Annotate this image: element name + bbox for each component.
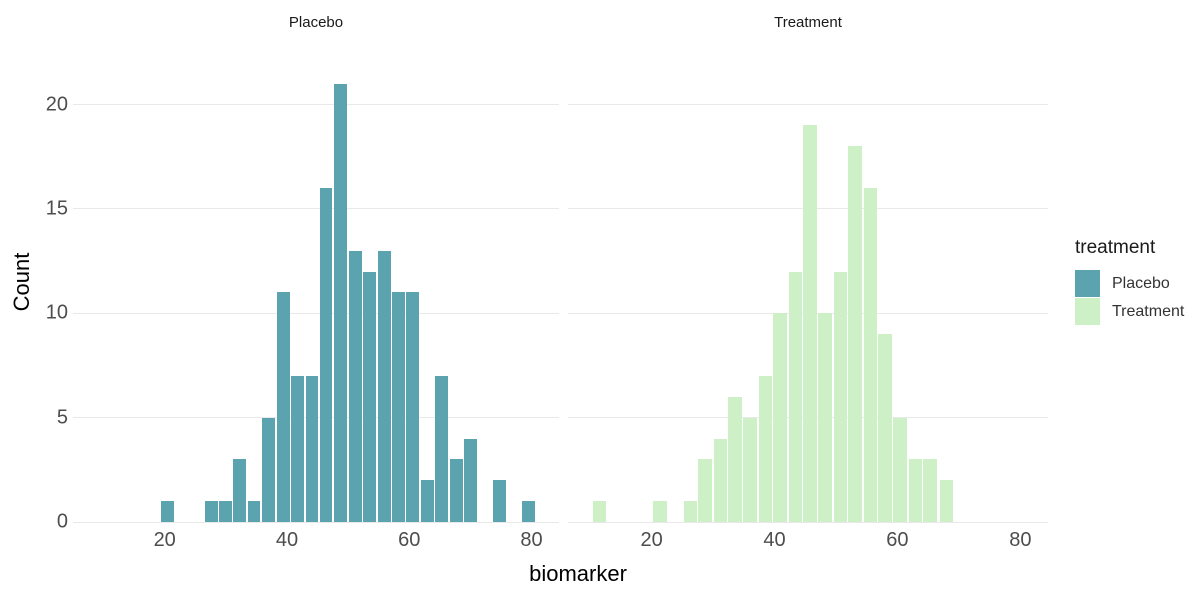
histogram-bar: [939, 480, 954, 522]
legend-key-placebo: Placebo: [1075, 270, 1184, 297]
histogram-bar: [592, 501, 607, 522]
histogram-bar: [923, 459, 937, 522]
histogram-bar: [463, 438, 477, 522]
legend: treatment Placebo Treatment: [1075, 237, 1184, 326]
x-tick-label: 40: [763, 529, 786, 551]
gridline-y-0: [568, 521, 1048, 523]
histogram-bar: [493, 480, 507, 522]
x-tick-label: 20: [640, 529, 663, 551]
histogram-bar: [218, 501, 232, 522]
histogram-bar: [262, 417, 276, 522]
histogram-bar: [863, 188, 878, 522]
histogram-bar: [788, 271, 803, 522]
histogram-bar: [878, 334, 892, 522]
histogram-bar: [833, 271, 847, 522]
x-axis-title: biomarker: [529, 561, 627, 586]
x-tick-label: 80: [520, 529, 543, 551]
y-tick-label: 10: [45, 301, 68, 324]
histogram-bar: [377, 250, 391, 522]
histogram-bar: [161, 501, 175, 522]
histogram-bar: [204, 501, 218, 522]
y-tick-label: 20: [45, 93, 68, 116]
gridline-y-20: [568, 104, 1048, 106]
facet-strip-treatment: Treatment: [774, 14, 842, 31]
x-tick-label: 80: [1009, 529, 1032, 551]
histogram-bar: [247, 501, 261, 522]
legend-swatch-treatment-icon: [1075, 298, 1100, 325]
x-tick-label: 60: [886, 529, 909, 551]
y-tick-label: 5: [56, 406, 68, 429]
y-tick-label: 15: [45, 197, 68, 220]
histogram-bar: [406, 292, 420, 522]
histogram-bar: [290, 375, 304, 522]
histogram-bar: [653, 501, 667, 522]
histogram-bar: [713, 438, 728, 522]
gridline-y-10: [73, 312, 559, 314]
histogram-bar: [233, 459, 247, 522]
histogram-bar: [683, 501, 697, 522]
gridline-y-15: [73, 208, 559, 210]
x-tick-label: 40: [275, 529, 299, 551]
histogram-bar: [363, 271, 376, 522]
histogram-bar: [728, 396, 742, 522]
histogram-bar: [305, 375, 319, 522]
histogram-bar: [743, 417, 757, 522]
legend-swatch-placebo-icon: [1075, 270, 1100, 297]
legend-label-treatment: Treatment: [1112, 302, 1185, 320]
histogram-bar: [758, 375, 772, 522]
facet-strip-placebo: Placebo: [288, 14, 344, 31]
histogram-bar: [698, 459, 712, 522]
histogram-bar: [449, 459, 463, 522]
histogram-bar: [349, 250, 362, 522]
y-axis-title: Count: [9, 252, 34, 312]
x-tick-label: 20: [153, 529, 176, 551]
y-tick-label: 0: [56, 510, 68, 533]
gridline-y-0: [73, 521, 559, 523]
histogram-bar: [435, 375, 449, 522]
histogram-bar: [276, 292, 290, 522]
histogram-bar: [818, 313, 832, 522]
histogram-bar: [773, 313, 787, 522]
legend-title: treatment: [1075, 237, 1156, 258]
histogram-bar: [893, 417, 907, 522]
histogram-bar: [319, 188, 333, 522]
histogram-bar: [848, 146, 862, 522]
legend-key-treatment: Treatment: [1075, 298, 1184, 325]
plot-panel-treatment: [568, 42, 1048, 523]
gridline-y-20: [73, 104, 559, 106]
histogram-bar: [334, 83, 348, 522]
legend-label-placebo: Placebo: [1112, 274, 1170, 292]
histogram-bar: [908, 459, 922, 522]
histogram-bar: [391, 292, 405, 522]
plot-panel-placebo: [73, 42, 559, 523]
histogram-bar: [522, 501, 535, 522]
x-tick-label: 60: [398, 529, 421, 551]
histogram-bar: [421, 480, 434, 522]
histogram-bar: [803, 125, 817, 522]
